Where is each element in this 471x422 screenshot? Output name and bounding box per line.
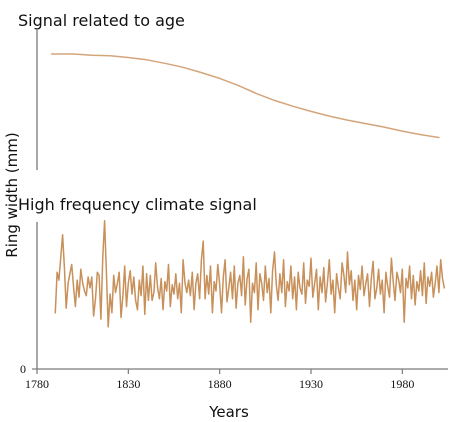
y-tick-label: 0 xyxy=(20,362,26,376)
x-tick-label: 1880 xyxy=(208,377,232,391)
age-signal-line xyxy=(50,53,440,139)
x-tick-label: 1830 xyxy=(116,377,140,391)
x-tick-label: 1930 xyxy=(299,377,323,391)
x-axis-ticks: 1780 1830 1880 1930 1980 xyxy=(25,369,414,391)
y-axis-ticks: 0 xyxy=(20,362,37,376)
climate-signal-line xyxy=(54,220,446,328)
x-axis-label: Years xyxy=(208,403,249,421)
y-axis-label: Ring width (mm) xyxy=(3,132,21,257)
x-tick-label: 1980 xyxy=(390,377,414,391)
climate-signal-title: High frequency climate signal xyxy=(18,195,257,214)
series-layer xyxy=(50,53,446,328)
age-signal-title: Signal related to age xyxy=(18,11,185,30)
x-tick-label: 1780 xyxy=(25,377,49,391)
